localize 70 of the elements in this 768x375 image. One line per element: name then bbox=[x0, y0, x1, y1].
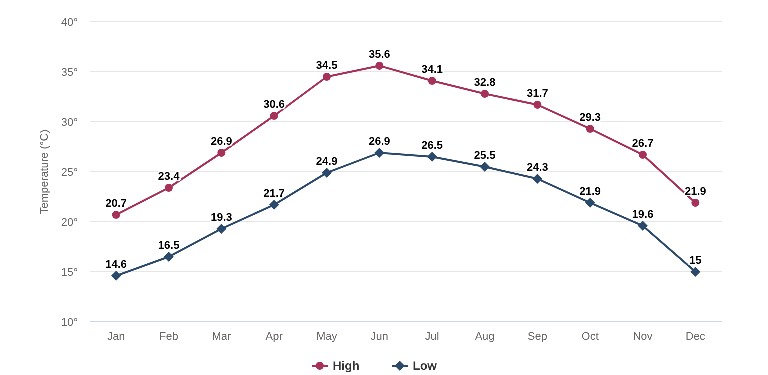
point bbox=[376, 62, 384, 70]
point bbox=[270, 112, 278, 120]
point bbox=[534, 101, 542, 109]
data-label: 30.6 bbox=[264, 99, 286, 111]
legend-label: High bbox=[333, 359, 360, 374]
x-tick-label: May bbox=[316, 331, 338, 343]
data-label: 34.1 bbox=[422, 64, 444, 76]
data-label: 21.7 bbox=[264, 188, 286, 200]
data-label: 26.9 bbox=[368, 136, 390, 148]
point bbox=[111, 271, 122, 281]
data-label: 20.7 bbox=[106, 198, 128, 210]
x-tick-label: Feb bbox=[160, 331, 178, 343]
y-tick-label: 15° bbox=[61, 266, 78, 279]
data-label: 26.9 bbox=[210, 136, 232, 148]
x-tick-label: Oct bbox=[582, 331, 599, 343]
y-tick-label: 30° bbox=[61, 116, 78, 129]
data-label: 21.9 bbox=[684, 186, 706, 198]
x-tick-label: Mar bbox=[212, 331, 232, 343]
y-tick-label: 25° bbox=[61, 166, 78, 179]
point bbox=[218, 149, 226, 157]
x-tick-label: Dec bbox=[686, 331, 706, 343]
x-tick-label: Nov bbox=[633, 331, 654, 343]
x-tick-label: Sep bbox=[528, 331, 548, 343]
data-label: 35.6 bbox=[368, 49, 390, 61]
point bbox=[639, 151, 647, 159]
y-tick-label: 20° bbox=[61, 216, 78, 229]
x-tick-label: Apr bbox=[266, 331, 284, 343]
data-label: 15 bbox=[690, 255, 702, 267]
point bbox=[427, 152, 438, 162]
point bbox=[374, 148, 385, 158]
point bbox=[216, 224, 227, 234]
point bbox=[532, 174, 543, 184]
y-tick-label: 40° bbox=[61, 16, 78, 29]
data-label: 25.5 bbox=[474, 150, 496, 162]
data-label: 32.8 bbox=[474, 77, 496, 89]
point bbox=[638, 221, 648, 231]
point bbox=[323, 73, 331, 81]
point bbox=[585, 198, 596, 208]
data-label: 14.6 bbox=[106, 259, 128, 271]
data-label: 24.3 bbox=[526, 162, 548, 174]
point bbox=[586, 125, 594, 133]
x-tick-label: Jan bbox=[107, 331, 126, 343]
point bbox=[690, 267, 701, 277]
point bbox=[164, 252, 174, 262]
x-tick-label: Jul bbox=[425, 331, 440, 343]
data-label: 29.3 bbox=[580, 112, 602, 124]
point bbox=[322, 168, 332, 178]
data-label: 23.4 bbox=[158, 171, 181, 183]
data-label: 26.7 bbox=[632, 138, 654, 150]
data-label: 26.5 bbox=[422, 140, 444, 152]
point bbox=[428, 77, 436, 85]
x-tick-label: Aug bbox=[475, 331, 495, 343]
point bbox=[481, 90, 489, 98]
data-label: 24.9 bbox=[316, 156, 338, 168]
data-label: 34.5 bbox=[316, 60, 338, 72]
point bbox=[269, 200, 280, 210]
data-label: 19.6 bbox=[632, 209, 654, 221]
data-label: 19.3 bbox=[210, 212, 232, 224]
data-label: 31.7 bbox=[526, 88, 548, 100]
point bbox=[480, 162, 490, 172]
y-tick-label: 35° bbox=[61, 66, 78, 79]
y-axis-title: Temperature (°C) bbox=[39, 130, 51, 214]
point bbox=[692, 199, 700, 207]
data-label: 21.9 bbox=[580, 186, 602, 198]
data-label: 16.5 bbox=[158, 240, 180, 252]
point bbox=[165, 184, 173, 192]
y-tick-label: 10° bbox=[61, 316, 78, 329]
legend-label: Low bbox=[413, 359, 438, 374]
point bbox=[112, 211, 120, 219]
x-tick-label: Jun bbox=[370, 331, 389, 343]
